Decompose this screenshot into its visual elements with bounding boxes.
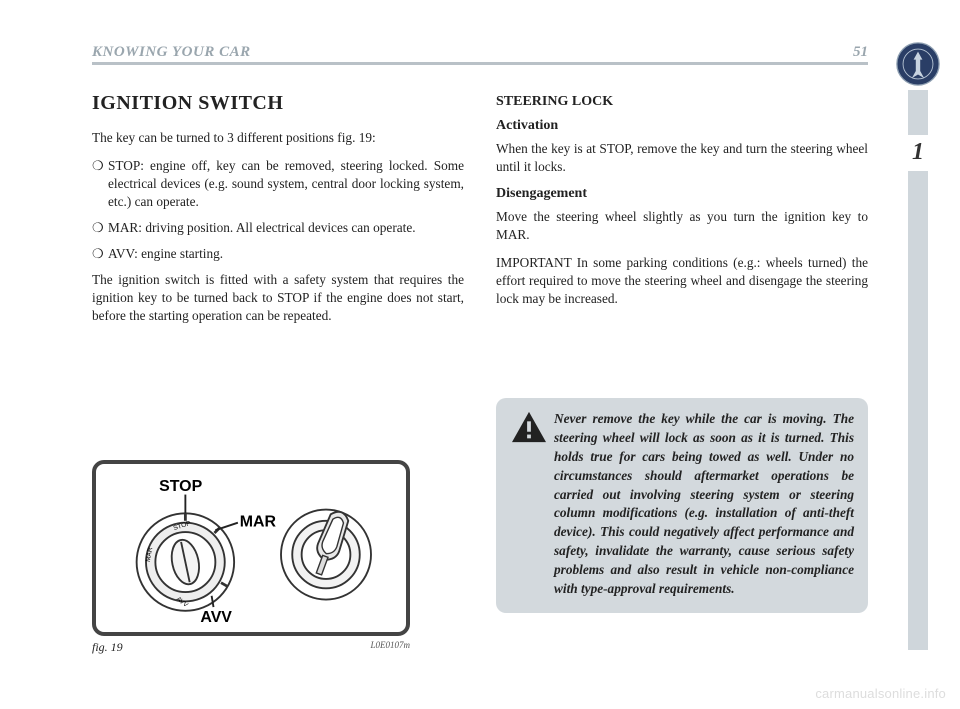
- chapter-number: 1: [912, 139, 924, 166]
- chapter-sidebar: [908, 90, 928, 650]
- bullet-icon: ❍: [92, 245, 108, 263]
- fig-label-stop: STOP: [159, 478, 202, 495]
- figure-caption: fig. 19: [92, 640, 123, 655]
- activation-heading: Activation: [496, 118, 868, 134]
- warning-box: Never remove the key while the car is mo…: [496, 398, 868, 613]
- figure-19: STOP MAR AVV STOP MAR AVV: [92, 460, 410, 655]
- fig-label-mar: MAR: [240, 513, 277, 530]
- warning-text: Never remove the key while the car is mo…: [554, 410, 854, 599]
- figure-code: L0E0107m: [370, 640, 410, 655]
- disengagement-heading: Disengagement: [496, 186, 868, 202]
- fig-label-avv: AVV: [200, 609, 232, 626]
- position-list: ❍ STOP: engine off, key can be removed, …: [92, 157, 464, 263]
- list-text: STOP: engine off, key can be removed, st…: [108, 157, 464, 211]
- page-number: 51: [853, 44, 868, 61]
- list-item: ❍ MAR: driving position. All electrical …: [92, 219, 464, 237]
- watermark: carmanualsonline.info: [815, 686, 946, 701]
- important-text: IMPORTANT In some parking conditions (e.…: [496, 254, 868, 308]
- section-title: KNOWING YOUR CAR: [92, 44, 251, 61]
- figure-frame: STOP MAR AVV STOP MAR AVV: [92, 460, 410, 636]
- list-text: MAR: driving position. All electrical de…: [108, 219, 464, 237]
- activation-text: When the key is at STOP, remove the key …: [496, 140, 868, 176]
- left-column: IGNITION SWITCH The key can be turned to…: [92, 92, 464, 334]
- steering-lock-heading: STEERING LOCK: [496, 94, 868, 110]
- ignition-switch-heading: IGNITION SWITCH: [92, 92, 464, 115]
- brand-logo: [896, 42, 940, 86]
- list-text: AVV: engine starting.: [108, 245, 464, 263]
- list-item: ❍ AVV: engine starting.: [92, 245, 464, 263]
- intro-text: The key can be turned to 3 different pos…: [92, 129, 464, 147]
- header-rule: [92, 62, 868, 65]
- disengagement-text: Move the steering wheel slightly as you …: [496, 208, 868, 244]
- bullet-icon: ❍: [92, 157, 108, 211]
- bullet-icon: ❍: [92, 219, 108, 237]
- warning-icon: [510, 410, 554, 599]
- safety-system-text: The ignition switch is fitted with a saf…: [92, 271, 464, 325]
- right-column: STEERING LOCK Activation When the key is…: [496, 92, 868, 318]
- list-item: ❍ STOP: engine off, key can be removed, …: [92, 157, 464, 211]
